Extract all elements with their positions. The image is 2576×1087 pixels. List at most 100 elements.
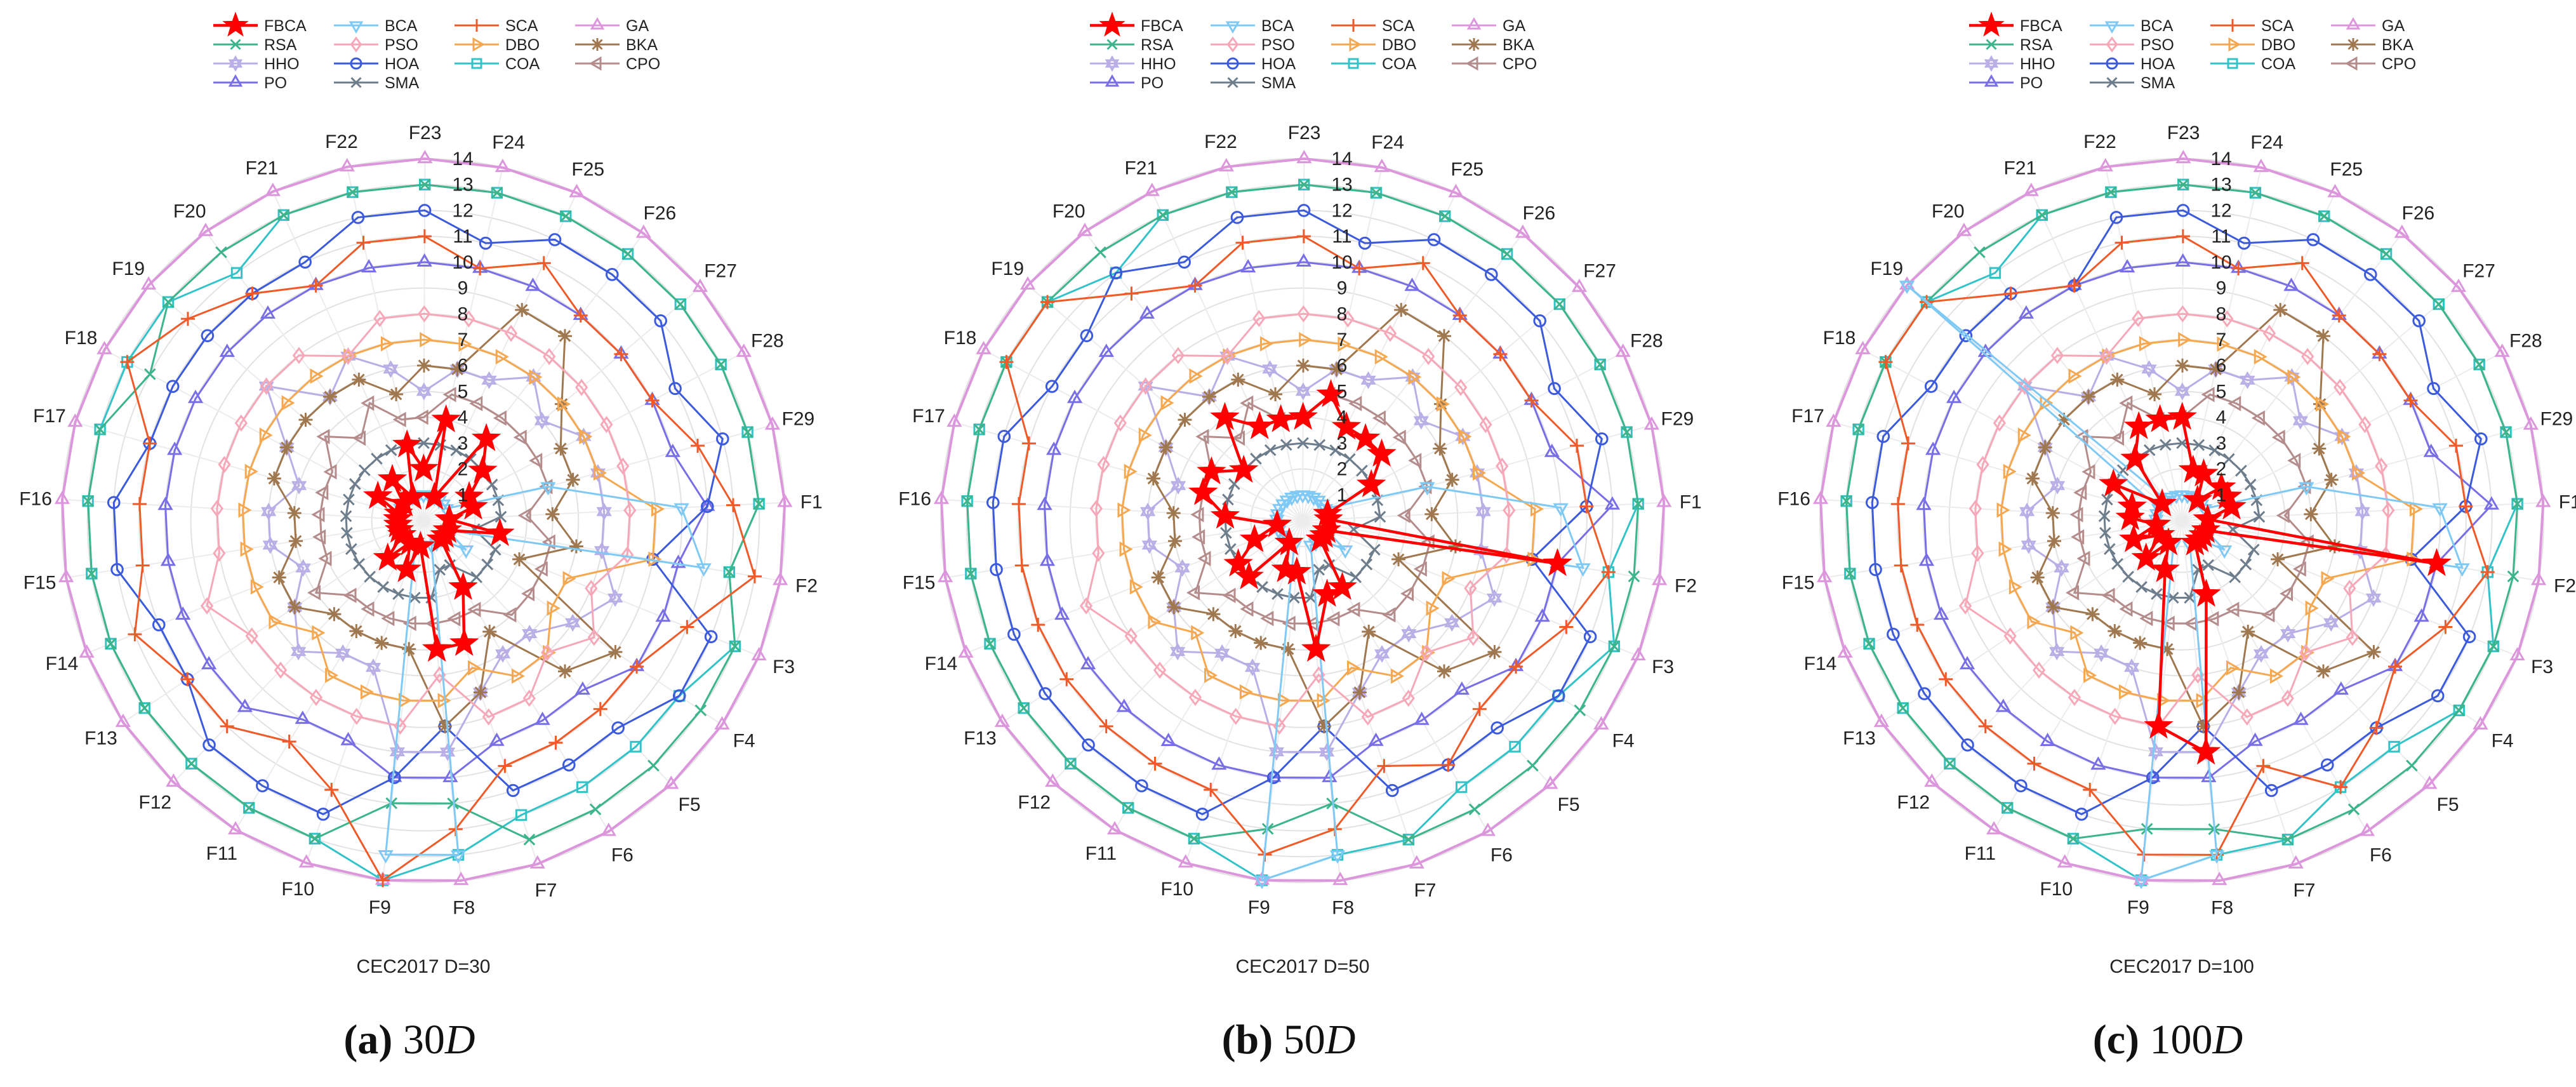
series-point: [1348, 396, 1362, 411]
series-point: [1211, 756, 1227, 770]
series-point: [2132, 310, 2145, 328]
series-point: [262, 536, 278, 554]
series-point: [495, 349, 509, 364]
axis-label: F21: [245, 157, 278, 178]
series-point: [2454, 563, 2470, 577]
series-point: [468, 455, 498, 484]
axis-label: F1: [1680, 491, 1702, 512]
series-point: [2021, 536, 2036, 554]
series-point: [2301, 348, 2314, 366]
axis-label: F23: [2167, 123, 2200, 143]
legend-label: HOA: [2141, 55, 2175, 73]
series-line: [241, 338, 657, 702]
legend-item-bka: BKA: [575, 36, 658, 54]
series-point: [1385, 784, 1399, 797]
series-point: [1852, 423, 1864, 436]
legend-label: DBO: [1382, 36, 1416, 54]
series-point: [1487, 644, 1502, 659]
legend-item-sma: SMA: [1211, 74, 1296, 92]
series-point: [1397, 507, 1411, 523]
series-point: [2030, 570, 2045, 585]
series-point: [506, 784, 520, 797]
series-point: [1409, 855, 1424, 869]
series-point: [548, 735, 563, 750]
series-line: [2031, 309, 2376, 728]
series-point: [138, 702, 150, 714]
series-point: [2287, 453, 2301, 469]
series-point: [2148, 387, 2162, 402]
series-point: [1135, 779, 1148, 792]
series-point: [672, 689, 686, 703]
series-point: [534, 411, 550, 430]
series-point: [2318, 210, 2330, 222]
series-point: [2375, 457, 2388, 475]
series-point: [1901, 436, 1915, 451]
series-point: [468, 660, 482, 676]
series-point: [352, 430, 366, 446]
series-point: [489, 544, 501, 556]
series-point: [2027, 756, 2042, 771]
series-point: [651, 501, 665, 517]
legend-label: BCA: [2141, 17, 2174, 35]
series-point: [1344, 453, 1356, 465]
series-point: [311, 507, 325, 523]
series-ga: [1812, 150, 2551, 885]
series-point: [1961, 738, 1974, 752]
series-point: [1191, 625, 1205, 641]
legend-marker: [1466, 56, 1478, 71]
rank-tick-label: 11: [453, 226, 472, 247]
series-point: [415, 410, 428, 425]
legend-item-bca: BCA: [2090, 17, 2174, 35]
series-point: [1317, 719, 1331, 733]
series-point: [946, 413, 962, 427]
series-point: [1454, 681, 1470, 695]
legend: FBCA BCA SCA GA RSA PSO DBO BKA HHO HOA COA CPO PO SM…: [1969, 11, 2416, 92]
series-point: [2327, 183, 2343, 197]
series-point: [132, 497, 147, 511]
series-line: [1845, 183, 2519, 841]
series-line: [273, 309, 618, 728]
series-point: [105, 637, 117, 650]
subplot-title: CEC2017 D=30: [357, 956, 491, 977]
series-point: [1327, 571, 1357, 600]
series-point: [585, 580, 598, 597]
series-point: [2201, 387, 2215, 403]
rank-tick-label: 14: [2210, 149, 2231, 170]
axis-label: F3: [1652, 657, 1674, 677]
axis-label: F23: [1288, 123, 1321, 143]
rank-tick-label: 8: [2216, 303, 2227, 324]
series-point: [984, 637, 996, 650]
series-point: [2191, 737, 2221, 765]
series-point: [2040, 732, 2055, 746]
series-point: [663, 775, 679, 789]
series-point: [2394, 224, 2410, 238]
legend-label: SCA: [505, 17, 538, 35]
series-point: [1170, 643, 1186, 661]
legend-label: COA: [2261, 55, 2296, 73]
axis-label: F22: [325, 131, 358, 152]
series-point: [234, 414, 248, 432]
rank-tick-label: 9: [1337, 278, 1348, 299]
series-point: [2057, 854, 2073, 868]
series-point: [1594, 358, 1606, 371]
series-point: [2099, 526, 2111, 539]
series-point: [349, 624, 364, 638]
series-point: [2380, 248, 2393, 260]
series-point: [1124, 627, 1138, 645]
series-point: [1869, 563, 1882, 577]
series-line: [206, 312, 631, 728]
series-point: [1377, 759, 1391, 773]
series-point: [562, 571, 576, 587]
series-point: [557, 329, 572, 343]
axis-label: F6: [611, 845, 634, 866]
series-point: [1455, 781, 1468, 793]
series-point: [1260, 610, 1274, 627]
series-point: [2036, 209, 2048, 222]
series-bka: [267, 303, 623, 733]
series-point: [356, 236, 371, 250]
series-point: [1077, 222, 1093, 236]
series-point: [1222, 587, 1236, 603]
series-point: [1978, 719, 1993, 733]
series-point: [623, 502, 637, 519]
